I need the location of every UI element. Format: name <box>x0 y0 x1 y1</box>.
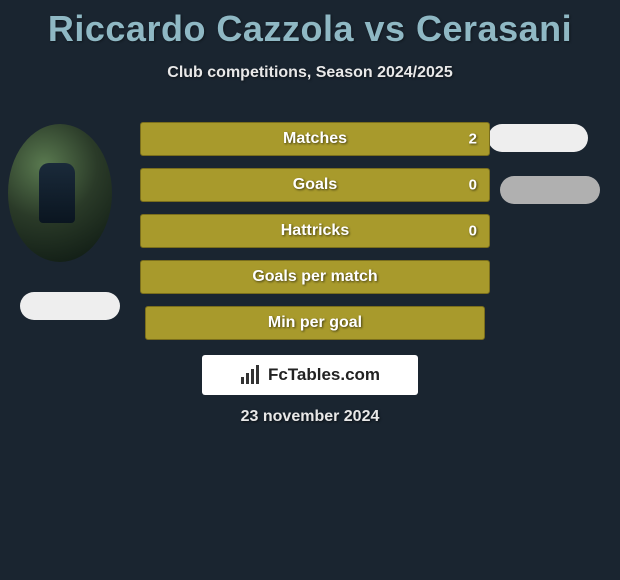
stat-label: Goals per match <box>252 268 377 286</box>
decorative-pill-right-2 <box>500 176 600 204</box>
player-avatar-left <box>8 124 112 262</box>
stat-value: 0 <box>469 223 477 240</box>
stat-value: 0 <box>469 177 477 194</box>
site-logo: FcTables.com <box>202 355 418 395</box>
stat-label: Goals <box>293 176 337 194</box>
stat-bar-goals: Goals 0 <box>140 168 490 202</box>
stat-label: Matches <box>283 130 347 148</box>
date-text: 23 november 2024 <box>0 408 620 426</box>
stat-label: Min per goal <box>268 314 362 332</box>
bars-icon <box>240 365 262 385</box>
decorative-pill-left <box>20 292 120 320</box>
stat-value: 2 <box>469 131 477 148</box>
decorative-pill-right-1 <box>488 124 588 152</box>
page-title: Riccardo Cazzola vs Cerasani <box>0 0 620 50</box>
stat-label: Hattricks <box>281 222 349 240</box>
stat-bar-matches: Matches 2 <box>140 122 490 156</box>
stat-bar-gpm: Goals per match <box>140 260 490 294</box>
stat-bar-hattricks: Hattricks 0 <box>140 214 490 248</box>
page-subtitle: Club competitions, Season 2024/2025 <box>0 64 620 82</box>
logo-text: FcTables.com <box>268 365 380 385</box>
stat-bars: Matches 2 Goals 0 Hattricks 0 Goals per … <box>140 122 490 352</box>
stat-bar-mpg: Min per goal <box>145 306 485 340</box>
